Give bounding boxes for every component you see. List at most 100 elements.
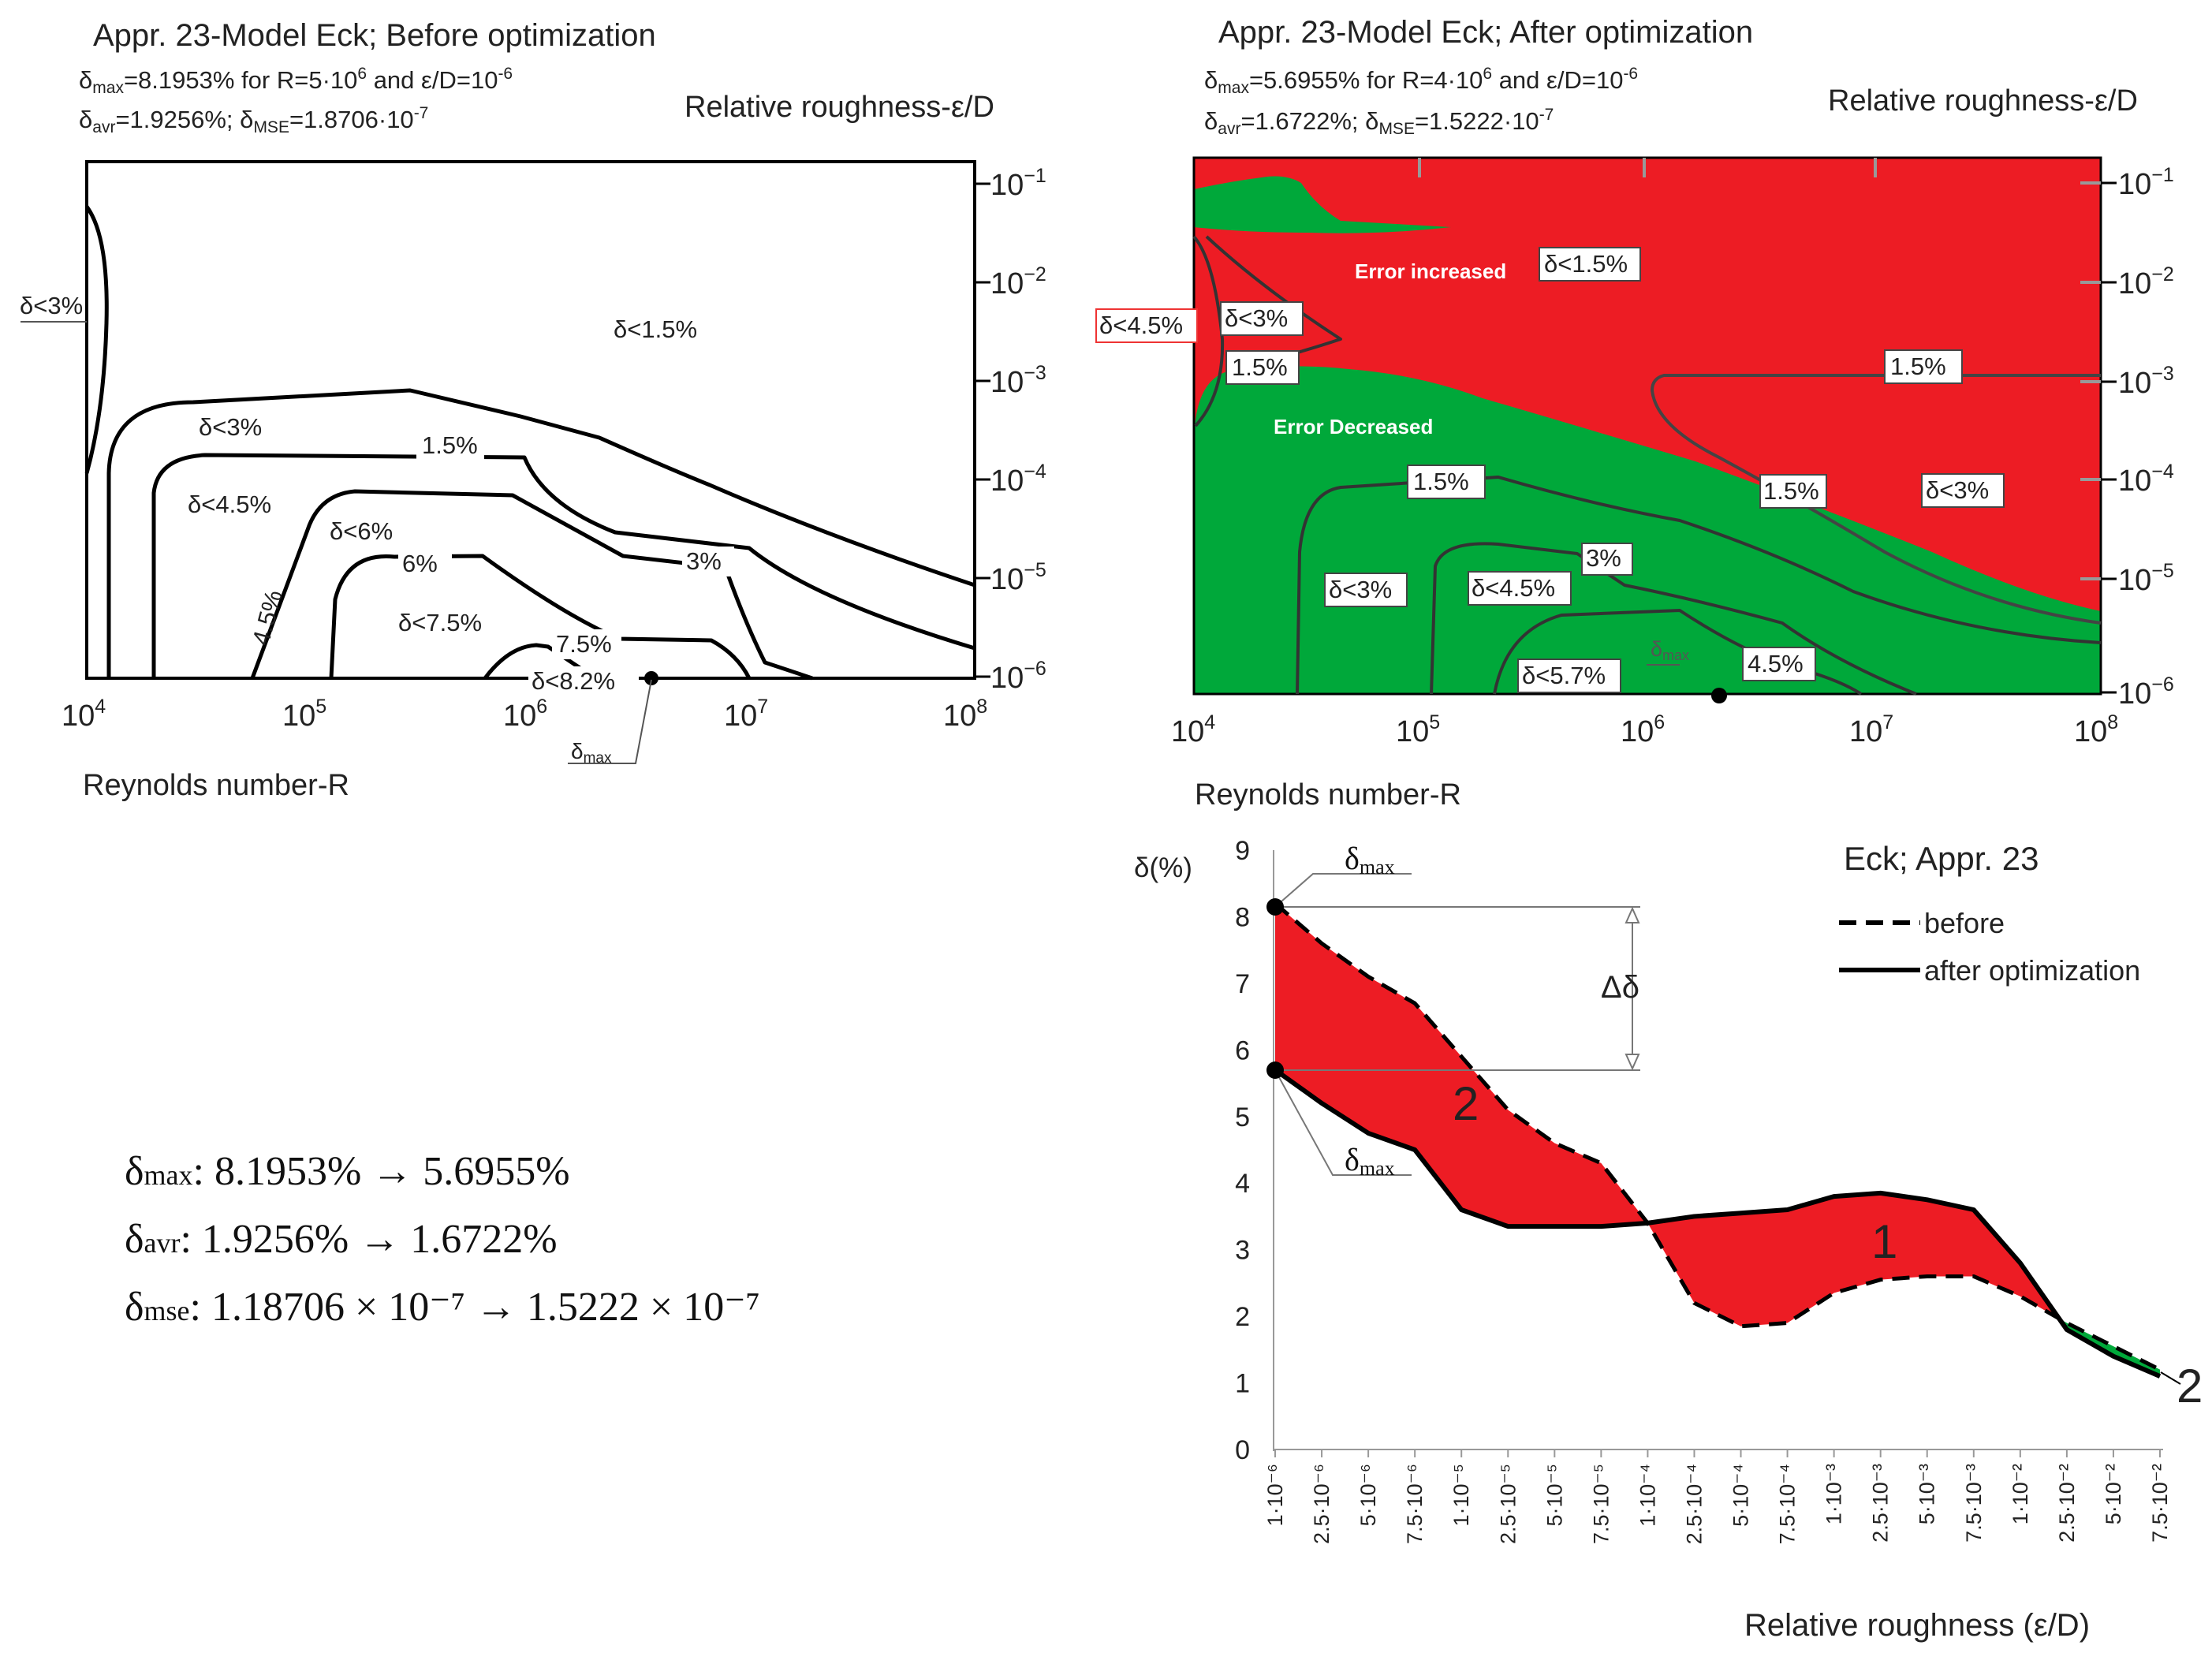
region-label-2: 2 <box>2177 1360 2203 1412</box>
after-contour-1p5pct <box>1296 476 2102 695</box>
chart-areas <box>1275 903 2160 1377</box>
before-dmax-point <box>644 671 658 685</box>
before-contour-4p5pct <box>250 489 813 681</box>
after-label: δ<4.5% <box>1472 574 1555 602</box>
y-tick-label: 2 <box>1235 1302 1250 1332</box>
before-label: δ<8.2% <box>532 667 615 695</box>
y-tick-label: 1 <box>1235 1369 1250 1399</box>
svg-text:10−3: 10−3 <box>990 362 1046 399</box>
summary-row: δmax: 8.1953% → 5.6955% <box>125 1149 570 1194</box>
before-label: δ<3% <box>20 292 83 319</box>
y-tick-label: 6 <box>1235 1035 1250 1065</box>
before-contour-lines <box>84 205 975 681</box>
chart-y-ticks: 0 1 2 3 4 5 6 7 8 9 <box>1235 836 2161 1465</box>
svg-text:10−4: 10−4 <box>2118 461 2174 498</box>
before-label: δ<6% <box>330 517 393 545</box>
svg-text:104: 104 <box>62 696 106 733</box>
after-label: 1.5% <box>1413 468 1469 495</box>
x-tick-label: 2.5·10⁻⁵ <box>1496 1464 1520 1544</box>
y-tick-label: 5 <box>1235 1102 1250 1132</box>
dmax-top-label: δmax <box>1345 841 1395 879</box>
area-error-decreased <box>2059 1318 2160 1377</box>
x-tick-label: 1·10⁻³ <box>1822 1464 1846 1524</box>
y-tick-label: 4 <box>1235 1169 1250 1199</box>
contour-before-panel: Appr. 23-Model Eck; Before optimization … <box>20 18 1046 802</box>
x-tick-label: 7.5·10⁻⁴ <box>1776 1464 1800 1544</box>
svg-text:10−3: 10−3 <box>2118 363 2174 400</box>
x-tick-label: 2.5·10⁻⁶ <box>1310 1464 1334 1544</box>
y-tick-label: 3 <box>1235 1236 1250 1266</box>
before-label: δ<3% <box>199 413 262 441</box>
after-top-ticks <box>1418 158 2101 580</box>
before-label: δ<1.5% <box>614 315 697 343</box>
delta-bracket <box>1274 873 1640 1176</box>
after-region-decreased <box>1194 366 2101 694</box>
after-stat-max: δmax=5.6955% for R=4·106 and ε/D=10-6 <box>1204 65 1638 97</box>
after-region-increased-label: Error increased <box>1355 259 1506 283</box>
svg-text:107: 107 <box>1849 711 1893 748</box>
after-x-ticks: 104 105 106 107 108 <box>1171 711 2118 748</box>
chart-xlabel: Relative roughness (ε/D) <box>1744 1608 2090 1643</box>
x-tick-label: 5·10⁻⁵ <box>1542 1464 1566 1526</box>
svg-text:108: 108 <box>943 696 987 733</box>
after-label: δ<3% <box>1225 304 1288 332</box>
after-label: 4.5% <box>1748 650 1804 677</box>
after-contour-4p5pct <box>1192 235 1225 427</box>
x-tick-label: 1·10⁻² <box>2009 1464 2032 1524</box>
dmax-after-point <box>1266 1061 1284 1079</box>
series-after-line <box>1274 1068 2162 1379</box>
after-label: δ<5.7% <box>1522 662 1606 689</box>
x-tick-label: 1·10⁻⁴ <box>1636 1464 1659 1527</box>
before-contour-left-3pct <box>84 205 109 474</box>
svg-text:10−2: 10−2 <box>990 263 1046 300</box>
after-label: δ<3% <box>1329 576 1392 603</box>
after-title: Appr. 23-Model Eck; After optimization <box>1218 15 1753 50</box>
before-xlabel: Reynolds number-R <box>83 769 349 802</box>
after-contour-3pct <box>1430 542 1917 696</box>
after-label: 1.5% <box>1763 477 1819 505</box>
region-pointer <box>2160 1371 2181 1385</box>
after-label: δ<4.5% <box>1099 312 1183 339</box>
after-dmax-point <box>1711 688 1727 703</box>
before-label: 1.5% <box>422 431 478 459</box>
x-tick-label: 7.5·10⁻³ <box>1962 1464 1986 1543</box>
dmax-bottom-label: δmax <box>1345 1142 1395 1180</box>
after-xlabel: Reynolds number-R <box>1195 778 1461 811</box>
legend-before-label: before <box>1924 907 2005 939</box>
y-tick-label: 8 <box>1235 902 1250 932</box>
svg-text:10−2: 10−2 <box>2118 263 2174 300</box>
x-tick-label: 7.5·10⁻² <box>2148 1464 2172 1543</box>
svg-text:10−6: 10−6 <box>2118 673 2174 711</box>
svg-text:106: 106 <box>1621 711 1665 748</box>
y-tick-label: 0 <box>1235 1435 1250 1465</box>
before-y-ticks <box>975 182 990 678</box>
before-label: δ<7.5% <box>398 609 482 636</box>
x-tick-label: 2.5·10⁻³ <box>1869 1464 1893 1543</box>
x-tick-label: 2.5·10⁻² <box>2055 1464 2079 1543</box>
region-label-1: 1 <box>1871 1215 1897 1268</box>
svg-text:10−1: 10−1 <box>990 165 1046 202</box>
before-right-title: Relative roughness-ε/D <box>684 91 994 124</box>
summary-block: δmax: 8.1953% → 5.6955% δavr: 1.9256% → … <box>125 1140 760 1343</box>
chart-ylabel: δ(%) <box>1134 853 1192 883</box>
after-contour-labels: δ<1.5% δ<4.5% δ<3% 1.5% 1.5% 1.5% 1.5% δ… <box>1095 247 2005 693</box>
svg-text:106: 106 <box>503 696 547 733</box>
svg-text:107: 107 <box>724 696 768 733</box>
svg-text:10−6: 10−6 <box>990 658 1046 695</box>
before-label: 7.5% <box>556 630 612 658</box>
series-before-line <box>1274 901 2162 1371</box>
x-tick-label: 5·10⁻⁴ <box>1729 1464 1753 1527</box>
svg-text:10−5: 10−5 <box>990 559 1046 596</box>
before-label: δ<4.5% <box>188 491 271 518</box>
x-tick-label: 5·10⁻² <box>2102 1464 2125 1524</box>
before-dmax-label: δmax <box>571 739 612 767</box>
svg-text:108: 108 <box>2074 711 2118 748</box>
before-label: 4.5% <box>247 587 288 647</box>
svg-text:105: 105 <box>282 696 326 733</box>
region-label-2: 2 <box>1453 1077 1479 1130</box>
chart-x-ticks: 1·10⁻⁶ 2.5·10⁻⁶ 5·10⁻⁶ 7.5·10⁻⁶ 1·10⁻⁵ 2.5·10… <box>1263 1464 2172 1544</box>
svg-text:104: 104 <box>1171 711 1215 748</box>
delta-label: Δδ <box>1601 970 1639 1005</box>
before-y-tick-labels: 10−1 10−2 10−3 10−4 10−5 10−6 <box>990 165 1046 695</box>
